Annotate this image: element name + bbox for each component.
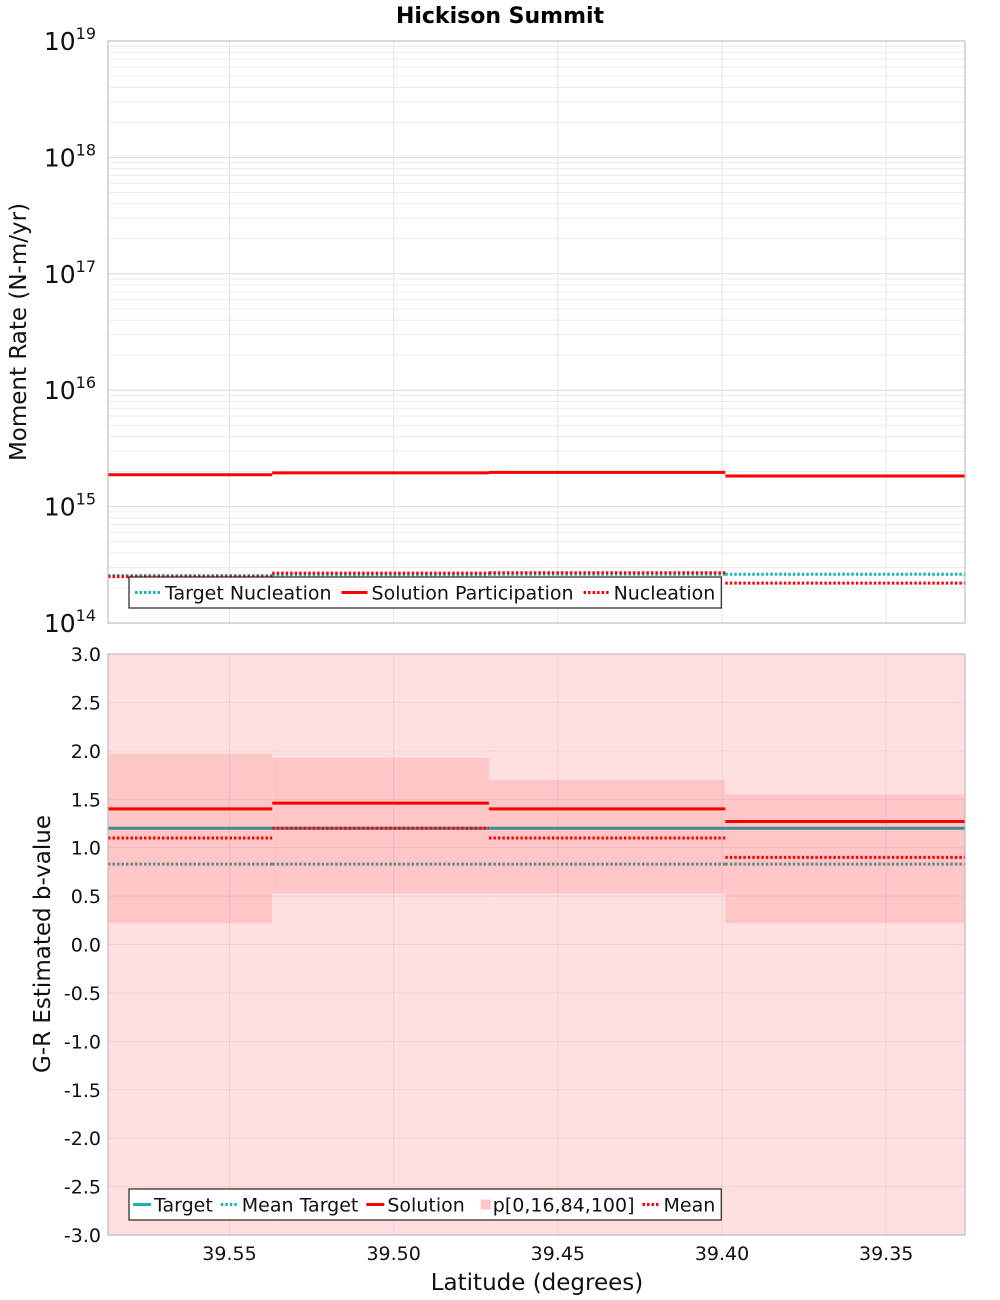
top-plot-background (108, 41, 965, 623)
bottom-ytick-label: -3.0 (64, 1225, 101, 1247)
xtick-label: 39.45 (531, 1243, 585, 1265)
bottom-ylabel: G-R Estimated b-value (30, 815, 56, 1073)
xtick-label: 39.50 (366, 1243, 420, 1265)
top-legend-label: Target Nucleation (164, 583, 332, 605)
top-ytick-label: 1016 (44, 373, 96, 405)
bottom-legend-label: Mean (664, 1195, 716, 1217)
top-ytick-label: 1015 (44, 490, 96, 522)
top-legend: Target Nucleation Solution Participation N… (128, 576, 722, 609)
top-ytick-label: 1018 (44, 140, 96, 172)
bottom-ytick-label: 2.0 (71, 741, 101, 763)
bottom-plot-frame (107, 653, 966, 1236)
bottom-ytick-label: 3.0 (71, 644, 101, 666)
top-legend-label: Nucleation (614, 583, 716, 605)
top-ytick-label: 1014 (44, 606, 96, 638)
xtick-label: 39.55 (202, 1243, 256, 1265)
bottom-ytick-label: 1.0 (71, 838, 101, 860)
bottom-series-solution (108, 801, 965, 824)
bottom-series-mean (108, 826, 965, 859)
moment-rate-plot: 1014 1015 1016 1017 1018 1019 Target Nucleatio… (44, 24, 966, 638)
bottom-ytick-label: 0.0 (71, 935, 101, 957)
band-outer-segment (488, 654, 726, 1235)
bottom-legend-label: Mean Target (242, 1195, 359, 1217)
top-ytick-label: 1017 (44, 257, 96, 289)
bottom-ytick-label: -2.5 (64, 1177, 101, 1199)
bottom-ytick-label: -2.0 (64, 1128, 101, 1150)
b-value-plot: -3.0 -2.5 -2.0 -1.5 -1.0 -0.5 0.0 0.5 1.0 1.5 2.0 2… (64, 644, 966, 1265)
top-legend-label: Solution Participation (372, 583, 574, 605)
bottom-legend-swatch (480, 1199, 491, 1210)
bottom-ytick-label: -1.5 (64, 1080, 101, 1102)
top-plot-frame (107, 40, 966, 624)
xtick-label: 39.35 (859, 1243, 913, 1265)
bottom-ytick-label: 1.5 (71, 789, 101, 811)
band-outer-segment (725, 654, 965, 1235)
band-inner-segment (272, 757, 489, 894)
xtick-label: 39.40 (695, 1243, 749, 1265)
bottom-legend: Target Mean Target Solution p[0,16,84,100] M… (128, 1188, 722, 1221)
bottom-ytick-label: 0.5 (71, 886, 101, 908)
bottom-legend-label: p[0,16,84,100] (493, 1195, 635, 1217)
bottom-ytick-label: -0.5 (64, 983, 101, 1005)
bottom-legend-label: Target (153, 1195, 213, 1217)
top-legend-box (128, 576, 722, 609)
bottom-legend-label: Solution (387, 1195, 464, 1217)
top-ytick-label: 1019 (44, 24, 96, 56)
top-ylabel: Moment Rate (N-m/yr) (6, 203, 32, 461)
band-outer-segment (272, 654, 489, 1235)
bottom-ytick-label: 2.5 (71, 692, 101, 714)
xlabel: Latitude (degrees) (431, 1270, 644, 1296)
top-series-solution-participation (108, 470, 965, 478)
band-outer-segment (108, 654, 273, 1235)
chart-title: Hickison Summit (396, 4, 605, 29)
bottom-ytick-label: -1.0 (64, 1031, 101, 1053)
